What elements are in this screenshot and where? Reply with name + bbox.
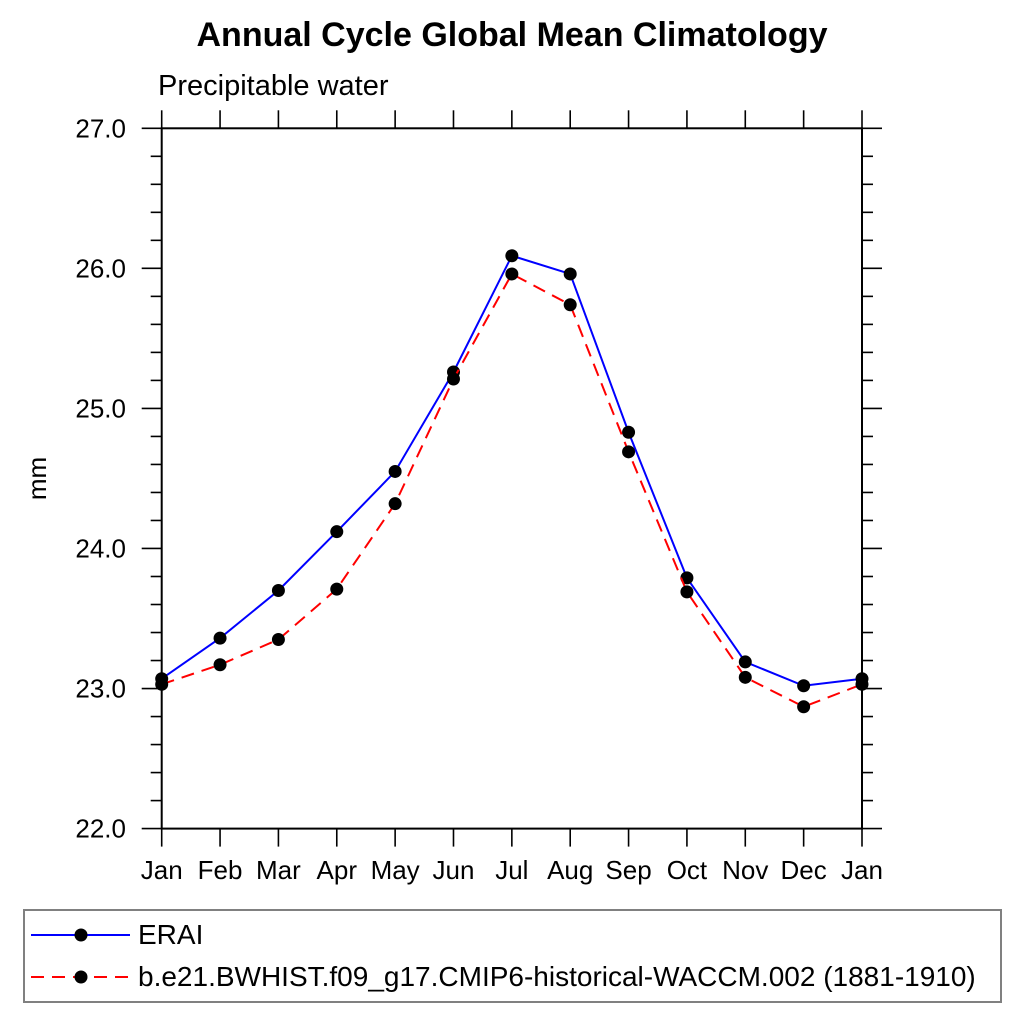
x-tick-label: Jun [433, 855, 475, 885]
y-tick-label: 26.0 [75, 253, 126, 283]
data-point [680, 571, 694, 585]
data-point [505, 249, 519, 263]
series-line-erai [161, 254, 863, 687]
y-tick-label: 23.0 [75, 674, 126, 704]
data-point [330, 525, 344, 539]
y-axis-label: mm [22, 457, 52, 500]
y-tick-label: 27.0 [75, 113, 126, 143]
data-point [213, 631, 227, 645]
data-point [855, 677, 869, 691]
x-tick-label: Jan [141, 855, 183, 885]
data-point [738, 670, 752, 684]
y-tick-label: 22.0 [75, 814, 126, 844]
data-point [271, 583, 285, 597]
solid-line-marker-icon [31, 928, 130, 942]
dashed-line-marker-icon [31, 970, 130, 984]
data-point [622, 425, 636, 439]
x-tick-label: Mar [256, 855, 301, 885]
data-point [563, 267, 577, 281]
data-point [505, 267, 519, 281]
axis-frame [160, 127, 863, 830]
x-tick-label: Dec [781, 855, 827, 885]
x-tick-label: Feb [198, 855, 243, 885]
y-tick-label: 25.0 [75, 393, 126, 423]
data-point [680, 585, 694, 599]
data-point [563, 298, 577, 312]
data-point [738, 655, 752, 669]
legend: ERAI b.e21.BWHIST.f09_g17.CMIP6-historic… [23, 909, 1002, 1003]
x-tick-label: Jul [495, 855, 528, 885]
legend-item-erai: ERAI [30, 916, 203, 954]
x-tick-label: Apr [317, 855, 358, 885]
y-tick-label: 24.0 [75, 533, 126, 563]
chart-title: Annual Cycle Global Mean Climatology [196, 16, 828, 54]
chart-subtitle: Precipitable water [158, 70, 389, 102]
x-tick-label: Nov [722, 855, 768, 885]
data-point [213, 658, 227, 672]
x-tick-label: Sep [605, 855, 651, 885]
x-tick-label: Aug [547, 855, 593, 885]
data-point [797, 700, 811, 714]
legend-label-erai: ERAI [138, 919, 204, 950]
x-tick-label: Jan [841, 855, 883, 885]
x-tick-label: Oct [667, 855, 708, 885]
series-line-model [161, 272, 863, 708]
data-point [797, 679, 811, 693]
data-point [446, 372, 460, 386]
legend-label-model: b.e21.BWHIST.f09_g17.CMIP6-historical-WA… [138, 961, 976, 992]
data-point [388, 497, 402, 511]
x-tick-label: May [371, 855, 420, 885]
data-point [388, 464, 402, 478]
data-point [622, 445, 636, 459]
data-point [271, 633, 285, 647]
legend-item-model: b.e21.BWHIST.f09_g17.CMIP6-historical-WA… [30, 958, 976, 996]
data-point [155, 677, 169, 691]
data-point [330, 582, 344, 596]
